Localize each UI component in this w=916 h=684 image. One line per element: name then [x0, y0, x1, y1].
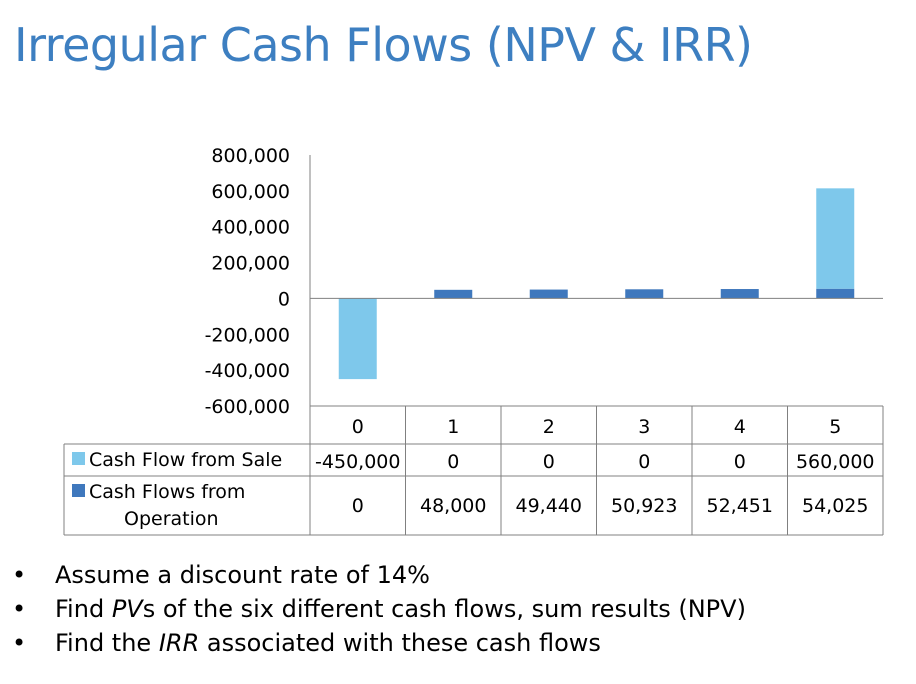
y-tick-label: 200,000 — [211, 253, 290, 275]
x-tick-label: 1 — [447, 416, 459, 438]
y-tick-label: 0 — [278, 288, 290, 310]
bar-operation — [720, 289, 759, 299]
bar-sale — [816, 188, 855, 289]
data-label-operation: 54,025 — [802, 495, 868, 517]
bullet-list: • Assume a discount rate of 14% • Find PVs… — [10, 558, 746, 660]
y-tick-label: 400,000 — [211, 217, 290, 239]
legend-label-operation: Cash Flows from Operation — [89, 481, 245, 530]
legend-swatch-operation — [72, 484, 85, 497]
bullet-item: • Find PVs of the six different cash flow… — [10, 592, 746, 626]
data-label-operation: 0 — [352, 495, 364, 517]
bullet-text-part: Find the — [55, 629, 159, 657]
x-tick-label: 0 — [352, 416, 364, 438]
data-label-operation: 52,451 — [707, 495, 773, 517]
bar-operation — [434, 289, 473, 299]
bullet-text: Assume a discount rate of 14% — [55, 558, 430, 592]
legend-label-sale: Cash Flow from Sale — [89, 449, 282, 471]
bullet-item: • Assume a discount rate of 14% — [10, 558, 746, 592]
data-label-operation: 48,000 — [420, 495, 486, 517]
x-tick-label: 4 — [734, 416, 746, 438]
bullet-text-italic: PV — [111, 595, 143, 623]
data-label-sale: 0 — [447, 451, 459, 473]
bar-operation — [625, 289, 664, 299]
bullet-text-part: Find — [55, 595, 112, 623]
bullet-dot: • — [12, 561, 27, 589]
bar-operation — [529, 289, 568, 299]
data-label-operation: 49,440 — [516, 495, 582, 517]
y-tick-label: 600,000 — [211, 181, 290, 203]
data-label-sale: 0 — [543, 451, 555, 473]
data-label-sale: -450,000 — [315, 451, 400, 473]
y-tick-label: -600,000 — [205, 396, 290, 418]
bullet-text-italic: IRR — [158, 629, 200, 657]
bullet-item: • Find the IRR associated with these cash… — [10, 626, 746, 660]
x-tick-label: 2 — [543, 416, 555, 438]
bar-operation — [816, 288, 855, 299]
y-tick-label: -200,000 — [205, 324, 290, 346]
bullet-dot: • — [12, 629, 27, 657]
data-label-sale: 0 — [734, 451, 746, 473]
data-label-operation: 50,923 — [611, 495, 677, 517]
slide-title: Irregular Cash Flows (NPV & IRR) — [14, 18, 753, 72]
y-tick-label: 800,000 — [211, 145, 290, 167]
bullet-text-part: Assume a discount rate of 14% — [55, 561, 430, 589]
bullet-dot: • — [12, 595, 27, 623]
x-tick-label: 3 — [638, 416, 650, 438]
legend-swatch-sale — [72, 452, 85, 465]
data-label-sale: 560,000 — [796, 451, 875, 473]
data-label-sale: 0 — [638, 451, 650, 473]
bullet-text: Find PVs of the six different cash flows… — [55, 592, 746, 626]
bullet-text: Find the IRR associated with these cash … — [55, 626, 601, 660]
bullet-text-part: s of the six different cash flows, sum r… — [142, 595, 746, 623]
bullet-text-part: associated with these cash flows — [199, 629, 601, 657]
bar-sale — [338, 298, 377, 380]
cash-flow-chart: 800,000 600,000 400,000 200,000 0 -200,000 -40… — [63, 145, 884, 536]
x-tick-label: 5 — [829, 416, 841, 438]
y-tick-label: -400,000 — [205, 360, 290, 382]
